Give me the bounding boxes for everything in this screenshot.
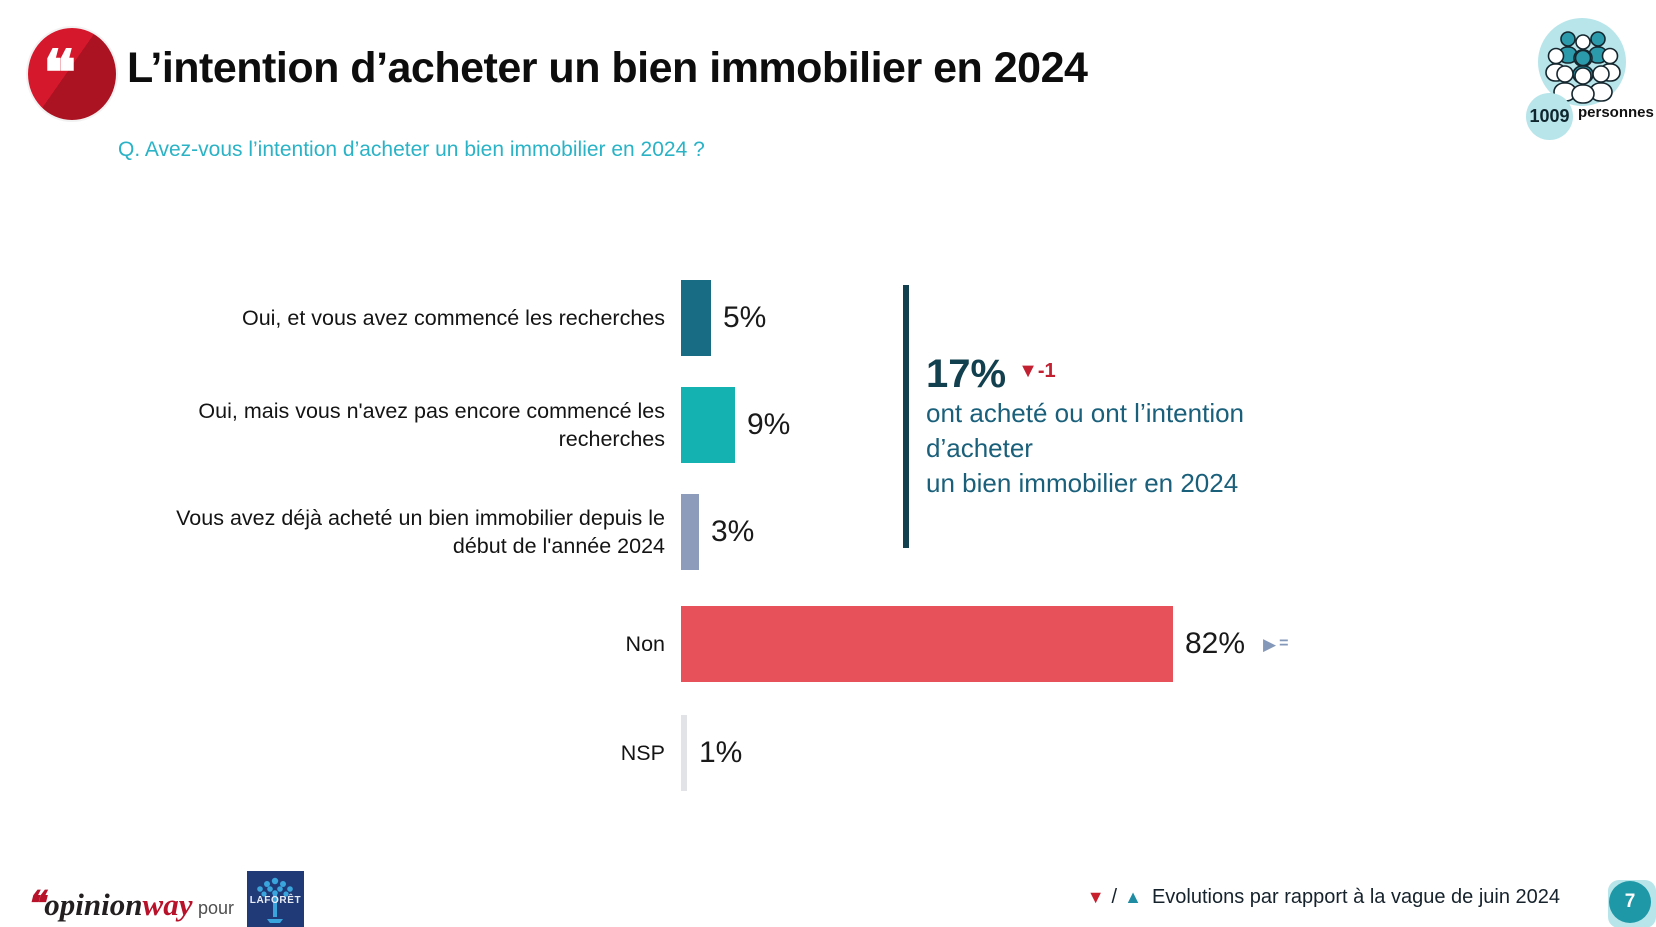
- key-figure-text: d’acheter: [926, 433, 1033, 463]
- legend-slash: /: [1111, 885, 1118, 908]
- chart-row-deja-achete: Vous avez déjà acheté un bien immobilier…: [120, 493, 1656, 571]
- highlight-separator-line: [903, 285, 909, 548]
- laforet-logo: LAFORÊT: [247, 871, 304, 927]
- people-group-icon: [1538, 18, 1626, 106]
- bar-label: Vous avez déjà acheté un bien immobilier…: [176, 506, 665, 558]
- bar-value: 5%: [723, 301, 767, 334]
- brand-way: way: [142, 887, 193, 922]
- chart-row-oui-recherches-commencees: Oui, et vous avez commencé les recherche…: [120, 279, 1656, 357]
- opinionway-logo: ❝opinionway: [26, 884, 192, 924]
- bar-non: [681, 606, 1173, 682]
- bar-value: 3%: [711, 515, 755, 548]
- bar-deja-achete: [681, 494, 699, 570]
- chart-row-non: Non 82% ▶ =: [120, 605, 1656, 683]
- bar-label: Oui, et vous avez commencé les recherche…: [241, 306, 665, 330]
- bar-nsp: [681, 715, 687, 791]
- stable-evolution-icon: ▶ =: [1263, 635, 1288, 653]
- chart-row-oui-pas-commence: Oui, mais vous n'avez pas encore commenc…: [120, 386, 1656, 464]
- bar-value: 9%: [747, 408, 791, 441]
- quote-icon: ❝: [28, 28, 116, 120]
- bar-oui-pas-commence: [681, 387, 735, 463]
- brand-pour-label: pour: [198, 898, 235, 918]
- bar-label: NSP: [620, 741, 665, 765]
- triangle-down-icon: ▼: [1086, 886, 1105, 907]
- sample-count: 1009: [1529, 106, 1570, 126]
- sample-count-badge: 1009: [1526, 93, 1573, 140]
- bar-label: Oui, mais vous n'avez pas encore commenc…: [198, 399, 665, 451]
- chart-row-nsp: NSP 1%: [120, 714, 1656, 792]
- page-title: L’intention d’acheter un bien immobilier…: [127, 44, 1088, 92]
- bar-value: 1%: [699, 736, 743, 769]
- key-figure-block: 17% ▼-1 ont acheté ou ont l’intention d’…: [926, 352, 1346, 501]
- key-figure-text: un bien immobilier en 2024: [926, 468, 1239, 498]
- page-number: 7: [1624, 891, 1636, 912]
- key-figure-evolution: ▼-1: [1018, 360, 1056, 382]
- bar-value: 82%: [1185, 627, 1246, 660]
- page-number-badge: 7: [1609, 881, 1651, 923]
- evolution-legend: ▼ / ▲ Evolutions par rapport à la vague …: [1087, 882, 1560, 912]
- bar-oui-commence: [681, 280, 711, 356]
- sample-label: personnes: [1578, 104, 1654, 121]
- brand-quote-icon: ❝: [26, 886, 45, 923]
- brand-opinion: opinion: [44, 887, 143, 922]
- legend-text: Evolutions par rapport à la vague de jui…: [1151, 885, 1560, 908]
- triangle-up-icon: ▲: [1124, 886, 1142, 907]
- key-figure-value: 17%: [926, 352, 1007, 396]
- equals-icon: =: [1279, 635, 1289, 652]
- bar-label: Non: [625, 632, 665, 656]
- quote-glyph: ❝: [43, 40, 77, 108]
- survey-question: Q. Avez-vous l’intention d’acheter un bi…: [118, 138, 705, 161]
- laforet-wordmark: LAFORÊT: [249, 895, 302, 906]
- triangle-right-icon: ▶: [1263, 634, 1277, 654]
- key-figure-text: ont acheté ou ont l’intention: [926, 398, 1245, 428]
